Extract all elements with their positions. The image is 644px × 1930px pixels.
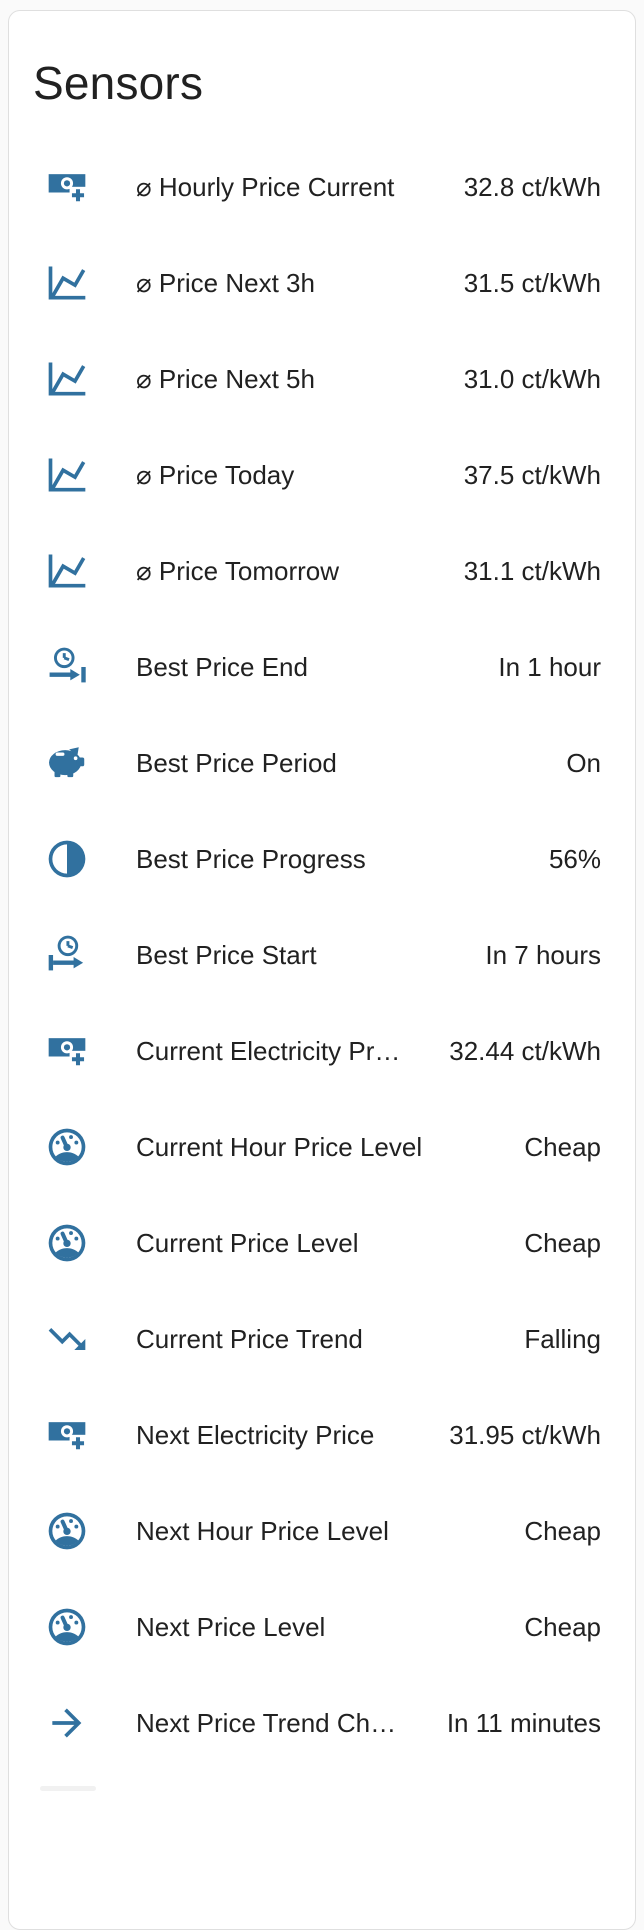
sensor-name: Best Price End [136,651,308,682]
sensor-row[interactable]: ⌀ Hourly Price Current 32.8 ct/kWh [33,163,601,211]
sensor-name: Best Price Period [136,747,337,778]
sensor-row[interactable]: ⌀ Price Next 5h 31.0 ct/kWh [33,355,601,403]
sensor-name: ⌀ Hourly Price Current [136,171,395,202]
sensor-name: Current Electricity Pr… [136,1035,401,1066]
gauge-icon [45,1605,89,1649]
sensor-row[interactable]: Best Price Progress 56% [33,835,601,883]
sensor-row[interactable]: Current Hour Price Level Cheap [33,1123,601,1171]
sensor-row[interactable]: ⌀ Price Today 37.5 ct/kWh [33,451,601,499]
sensors-card: Sensors ⌀ Hourly Price Current 32.8 ct/kW… [8,10,636,1930]
sensor-value: 31.5 ct/kWh [463,267,601,298]
sensor-name: ⌀ Price Next 5h [136,363,315,394]
sensor-row[interactable]: Current Electricity Pr… 32.44 ct/kWh [33,1027,601,1075]
sensor-name: Current Price Trend [136,1323,363,1354]
arrow-right-icon [45,1701,89,1745]
sensor-value: In 1 hour [498,651,601,682]
sensor-value: In 11 minutes [446,1707,601,1738]
sensor-name: Next Price Level [136,1611,326,1642]
sensor-value: Cheap [524,1611,601,1642]
sensor-row[interactable]: Best Price End In 1 hour [33,643,601,691]
gauge-icon [45,1221,89,1265]
sensor-value: Cheap [524,1131,601,1162]
sensor-row[interactable]: Best Price Start In 7 hours [33,931,601,979]
cash-plus-icon [45,165,89,209]
sensor-list: ⌀ Hourly Price Current 32.8 ct/kWh ⌀ Price… [33,163,601,1747]
chart-line-icon [45,357,89,401]
sensor-row[interactable]: Next Price Trend Ch… In 11 minutes [33,1699,601,1747]
sensor-name: Current Hour Price Level [136,1131,423,1162]
clock-end-icon [45,645,89,689]
gauge-icon [45,1125,89,1169]
chart-line-icon [45,549,89,593]
sensor-name: Current Price Level [136,1227,359,1258]
sensor-value: Cheap [524,1227,601,1258]
cash-plus-icon [45,1029,89,1073]
sensor-row[interactable]: Next Electricity Price 31.95 ct/kWh [33,1411,601,1459]
sensor-value: In 7 hours [485,939,601,970]
sensor-value: 31.1 ct/kWh [463,555,601,586]
sensor-row[interactable]: Next Price Level Cheap [33,1603,601,1651]
sensor-value: 32.44 ct/kWh [449,1035,601,1066]
partial-row-remnant [40,1786,96,1791]
chart-line-icon [45,453,89,497]
sensor-value: 32.8 ct/kWh [463,171,601,202]
sensor-name: Next Electricity Price [136,1419,375,1450]
gauge-icon [45,1509,89,1553]
circle-half-full-icon [45,837,89,881]
chart-line-icon [45,261,89,305]
sensor-row[interactable]: Current Price Level Cheap [33,1219,601,1267]
sensor-value: 56% [548,843,601,874]
cash-plus-icon [45,1413,89,1457]
sensor-row[interactable]: ⌀ Price Tomorrow 31.1 ct/kWh [33,547,601,595]
sensor-name: Best Price Progress [136,843,366,874]
sensor-name: Next Price Trend Ch… [136,1707,397,1738]
sensor-value: Cheap [524,1515,601,1546]
sensor-name: Next Hour Price Level [136,1515,389,1546]
sensor-value: 31.0 ct/kWh [463,363,601,394]
trending-down-icon [45,1317,89,1361]
sensor-name: ⌀ Price Today [136,459,295,490]
sensor-value: 37.5 ct/kWh [463,459,601,490]
sensor-name: ⌀ Price Next 3h [136,267,315,298]
sensor-row[interactable]: Best Price Period On [33,739,601,787]
sensor-name: Best Price Start [136,939,317,970]
sensor-value: On [566,747,601,778]
sensor-row[interactable]: ⌀ Price Next 3h 31.5 ct/kWh [33,259,601,307]
sensor-row[interactable]: Next Hour Price Level Cheap [33,1507,601,1555]
sensor-row[interactable]: Current Price Trend Falling [33,1315,601,1363]
sensor-name: ⌀ Price Tomorrow [136,555,339,586]
clock-start-icon [45,933,89,977]
sensor-value: 31.95 ct/kWh [449,1419,601,1450]
sensor-value: Falling [524,1323,601,1354]
piggy-bank-icon [45,741,89,785]
card-title: Sensors [33,57,204,109]
